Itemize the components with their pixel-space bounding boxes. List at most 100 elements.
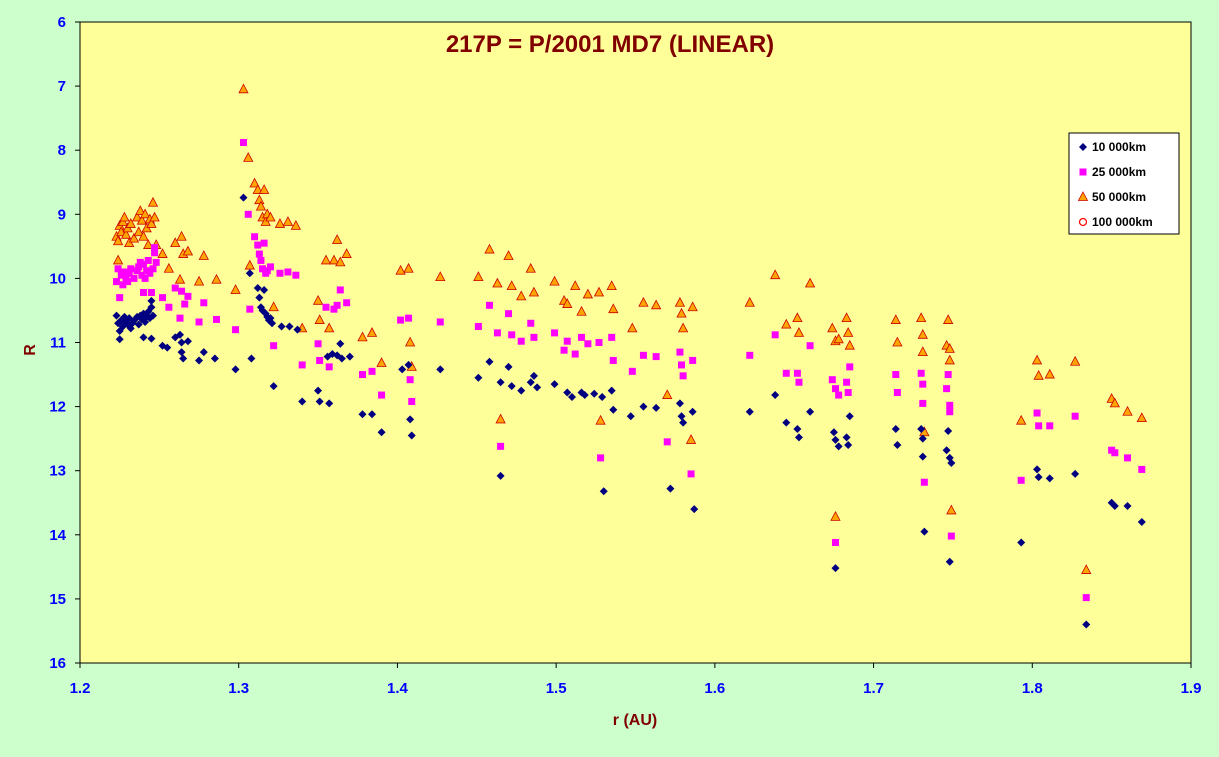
data-point [570,280,581,290]
data-point [508,331,516,339]
series-triangle [111,83,1147,574]
data-point [152,258,160,266]
data-point [358,410,367,419]
data-point [284,268,292,276]
data-point [507,382,516,391]
data-point [255,250,263,258]
data-point [195,318,203,326]
data-point [397,316,405,324]
data-point [259,265,267,273]
data-point [405,314,413,322]
data-point [474,373,483,382]
data-point [135,263,143,271]
data-point [113,278,121,286]
data-point [210,354,219,363]
data-point [258,184,270,194]
data-point [171,284,179,292]
data-point [1046,422,1054,430]
data-point [563,337,571,345]
data-point [827,322,838,333]
chart-title: 217P = P/2001 MD7 (LINEAR) [446,31,774,58]
points-layer [111,83,1147,629]
data-point [582,288,594,299]
legend: 10 000km 25 000km 50 000km 100 000km [1068,132,1180,235]
data-point [662,389,673,399]
data-point [368,410,377,419]
data-point [149,211,160,222]
data-point [806,342,814,350]
data-point [484,243,495,254]
data-point [1111,449,1119,457]
data-point [516,290,527,301]
data-point [128,232,140,243]
data-point [920,478,928,486]
data-point [688,407,697,416]
data-point [842,433,851,442]
data-point [1082,620,1091,629]
data-point [497,442,505,450]
data-point [255,200,267,211]
data-point [263,267,271,275]
data-point [525,262,536,273]
y-axis-title: R [22,344,39,356]
data-point [183,337,192,346]
data-point [1031,354,1043,365]
data-point [112,311,121,320]
data-point [584,340,592,348]
data-point [170,237,181,248]
data-point [147,196,159,207]
data-point [609,356,617,364]
data-point [133,267,141,275]
data-point [919,380,927,388]
data-point [149,265,157,273]
legend-item: 50 000km [1077,190,1146,204]
data-point [1033,465,1042,474]
data-point [679,372,687,380]
data-point [946,408,954,416]
data-point [793,425,802,434]
data-point [771,391,780,400]
data-point [179,354,188,363]
x-tick-label: 1.5 [546,680,567,697]
data-point [292,271,300,279]
data-point [315,397,324,406]
data-point [435,271,446,282]
data-point [608,333,616,341]
data-point [782,418,791,427]
data-point [626,412,635,421]
data-point [144,256,152,264]
data-point [244,259,255,270]
data-point [277,322,286,331]
y-tick-label: 14 [49,527,66,544]
data-point [1045,474,1054,483]
data-point [282,216,294,226]
data-point [598,392,607,401]
data-point [199,348,208,357]
data-point [503,250,514,260]
data-point [474,322,482,330]
data-point [473,271,484,282]
data-point [685,434,697,444]
data-point [231,365,240,374]
y-tick-label: 12 [49,399,66,416]
data-point [254,194,265,205]
legend-marker [1078,217,1088,227]
data-point [1109,397,1120,408]
data-point [147,289,155,297]
data-point [675,399,684,408]
data-point [549,275,560,286]
x-tick-label: 1.9 [1181,680,1202,697]
data-point [506,280,517,290]
data-point [139,208,151,219]
data-point [639,402,648,411]
data-point [496,471,505,480]
data-point [1071,469,1080,478]
data-point [252,184,263,194]
data-point [177,338,186,347]
data-point [770,269,781,280]
data-point [550,380,559,389]
data-point [530,333,538,341]
data-point [504,362,513,371]
data-point [831,385,839,393]
